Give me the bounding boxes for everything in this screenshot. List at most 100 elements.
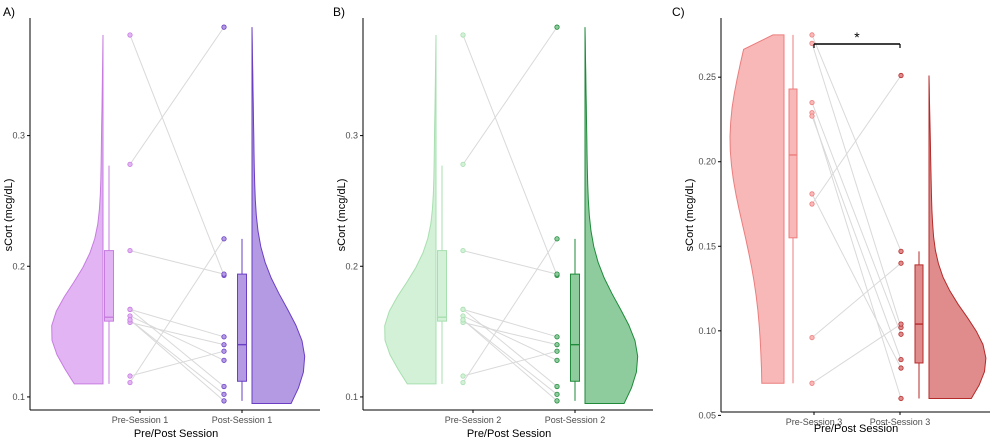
panel-c-post-point — [898, 72, 904, 79]
panel-a-pre-point — [127, 317, 133, 323]
panel-b-x-axis-title: Pre/Post Session — [467, 428, 551, 440]
panel-a-pair-line — [129, 26, 225, 165]
panel-a-post-point — [221, 398, 227, 404]
panel-c-pair-line — [811, 43, 902, 328]
panel-b-y-tick-label: 0.2 — [345, 261, 358, 271]
panel-c-x-tick-label: Post-Session 3 — [870, 417, 931, 427]
panel-c-post-point — [898, 260, 904, 266]
panel-b-y-tick-label: 0.1 — [345, 392, 358, 402]
panel-a-x-tick-label: Pre-Session 1 — [112, 415, 169, 425]
panel-c-y-tick-label: 0.10 — [698, 326, 716, 336]
panel-a-x-tick-label: Post-Session 1 — [212, 415, 273, 425]
panel-b-x-tick-label: Post-Session 2 — [545, 415, 606, 425]
panel-c-y-tick-label: 0.20 — [698, 157, 716, 167]
panel-b-pre-point — [460, 317, 466, 323]
panel-b-pair-line — [462, 315, 558, 361]
panel-b-post-point — [554, 348, 560, 354]
panel-b-post-point — [554, 383, 560, 390]
panel-b-pre-point — [460, 306, 466, 312]
panel-c-pair-line — [811, 193, 902, 369]
panel-a-y-tick-label: 0.2 — [12, 261, 25, 271]
panel-c-pre-point — [809, 191, 815, 197]
panel-c-post-point — [898, 331, 904, 337]
panel-c-pair-line — [811, 115, 902, 360]
panel-b-marks — [384, 24, 639, 405]
panel-a-pre-point — [127, 379, 133, 386]
panel-c-significance-star: * — [854, 29, 860, 45]
panel-a-post-point — [221, 357, 227, 363]
panel-a-post-point — [221, 348, 227, 354]
panel-b-post-point — [554, 334, 560, 340]
panel-c-pre-point — [809, 334, 815, 341]
panel-a-pre-point — [127, 247, 133, 254]
panel-a-marks — [51, 24, 306, 405]
panel-a-pair-line — [129, 350, 225, 377]
panel-b-pre-box — [437, 250, 447, 322]
panel-c-y-axis-title: sCort (mcg/dL) — [684, 179, 696, 252]
panel-b-pair-line — [462, 319, 558, 395]
panel-c-x-ticks: Pre-Session 3 Post-Session 3 — [786, 412, 931, 427]
panel-c-post-violin — [928, 75, 987, 400]
panel-a-post-point — [221, 236, 227, 242]
panel-c-pair-line — [811, 34, 902, 252]
panel-a-post-point — [221, 391, 227, 397]
panel-c-pair-line — [811, 75, 902, 205]
panel-c-x-tick-label: Pre-Session 3 — [786, 417, 843, 427]
panel-a-post-box — [237, 273, 247, 382]
panel-b: B) sCort (mcg/dL) 0.1 0.2 0.3 Pre-Session … — [333, 5, 653, 440]
panel-a-pre-point — [127, 306, 133, 312]
panel-a-pre-point — [127, 32, 133, 38]
panel-a-x-ticks: Pre-Session 1 Post-Session 1 — [112, 410, 273, 425]
panel-b-pair-line — [462, 308, 558, 338]
panel-c-post-point — [898, 365, 904, 371]
panel-c-pair-line — [811, 102, 902, 335]
panel-b-post-violin — [584, 27, 639, 405]
panel-b-pre-point — [460, 373, 466, 379]
panel-a-post-point — [221, 342, 227, 348]
panel-b-x-tick-label: Pre-Session 2 — [445, 415, 502, 425]
panel-b-pre-point — [460, 379, 466, 386]
panel-a-pair-line — [129, 319, 225, 395]
panel-b-y-tick-label: 0.3 — [345, 131, 358, 141]
panel-a-pre-box — [104, 250, 114, 322]
panel-b-pair-line — [462, 238, 558, 383]
panel-b-pre-point — [460, 247, 466, 254]
panel-a-post-point — [221, 271, 227, 277]
panel-b-x-ticks: Pre-Session 2 Post-Session 2 — [445, 410, 606, 425]
panel-b-pair-line — [462, 309, 558, 387]
panel-b-pair-line — [462, 26, 558, 165]
panel-a-x-axis-title: Pre/Post Session — [134, 428, 218, 440]
panel-b-pair-line — [462, 319, 558, 402]
panel-c-post-point — [898, 395, 904, 402]
panel-b-y-ticks: 0.1 0.2 0.3 — [345, 131, 363, 402]
panel-c-pair-line — [811, 323, 902, 384]
panel-c-y-tick-label: 0.15 — [698, 241, 716, 251]
panel-a-pair-line — [129, 309, 225, 387]
panel-c-pre-box — [788, 88, 798, 239]
panel-a-y-axis-title: sCort (mcg/dL) — [3, 179, 15, 252]
panel-c-post-box — [914, 264, 924, 364]
panel-a-post-point — [221, 24, 227, 30]
panel-c-pre-point — [809, 201, 815, 207]
panel-a-post-point — [221, 383, 227, 390]
panel-a-label: A) — [3, 5, 15, 19]
panel-c-pre-point — [809, 99, 815, 106]
panel-a-pre-violin — [51, 34, 104, 385]
panel-b-post-point — [554, 24, 560, 30]
panel-a-pair-line — [129, 315, 225, 361]
panel-a-post-point — [221, 334, 227, 340]
panel-c-pre-violin — [729, 34, 785, 384]
panel-c-pre-point — [809, 380, 815, 386]
panel-c-x-axis-title: Pre/Post Session — [814, 423, 898, 435]
panel-c-y-ticks: 0.05 0.10 0.15 0.20 0.25 — [698, 72, 721, 420]
panel-b-pair-line — [462, 34, 558, 276]
panel-a-pre-point — [127, 373, 133, 379]
panel-c-y-tick-label: 0.05 — [698, 410, 716, 420]
panel-b-pre-point — [460, 161, 466, 167]
panel-b-post-point — [554, 236, 560, 242]
panel-b-post-point — [554, 398, 560, 404]
panel-b-pre-violin — [384, 34, 437, 385]
panel-a-y-tick-label: 0.1 — [12, 392, 25, 402]
panel-a-pair-line — [129, 319, 225, 402]
